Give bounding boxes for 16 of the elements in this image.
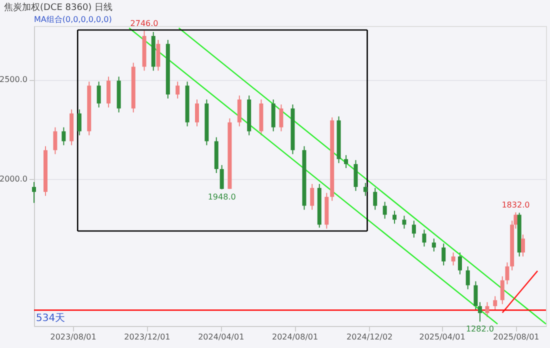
annotation: 1948.0 — [208, 192, 236, 202]
annotation: 2746.0 — [130, 18, 158, 28]
chart-title: 焦炭加权(DCE 8360) 日线 — [4, 3, 113, 13]
x-tick-label: 2023/08/01 — [50, 332, 96, 342]
annotation: 1282.0 — [466, 324, 494, 334]
annotation: 534天 — [36, 313, 66, 324]
x-tick-label: 2024/12/02 — [346, 332, 393, 342]
text: MA组合(0,0,0,0,0,0) — [34, 15, 112, 24]
x-tick-label: 2023/12/01 — [124, 332, 170, 342]
x-tick-label: 2024/08/01 — [272, 332, 318, 342]
y-tick-label: 2000.0 — [0, 174, 28, 184]
x-tick-label: 2025/08/01 — [493, 332, 540, 342]
y-tick-label: 2500.0 — [0, 75, 28, 84]
x-tick-label: 2025/04/01 — [419, 332, 466, 342]
annotation: 1832.0 — [502, 200, 530, 210]
x-tick-label: 2024/04/01 — [198, 332, 244, 342]
